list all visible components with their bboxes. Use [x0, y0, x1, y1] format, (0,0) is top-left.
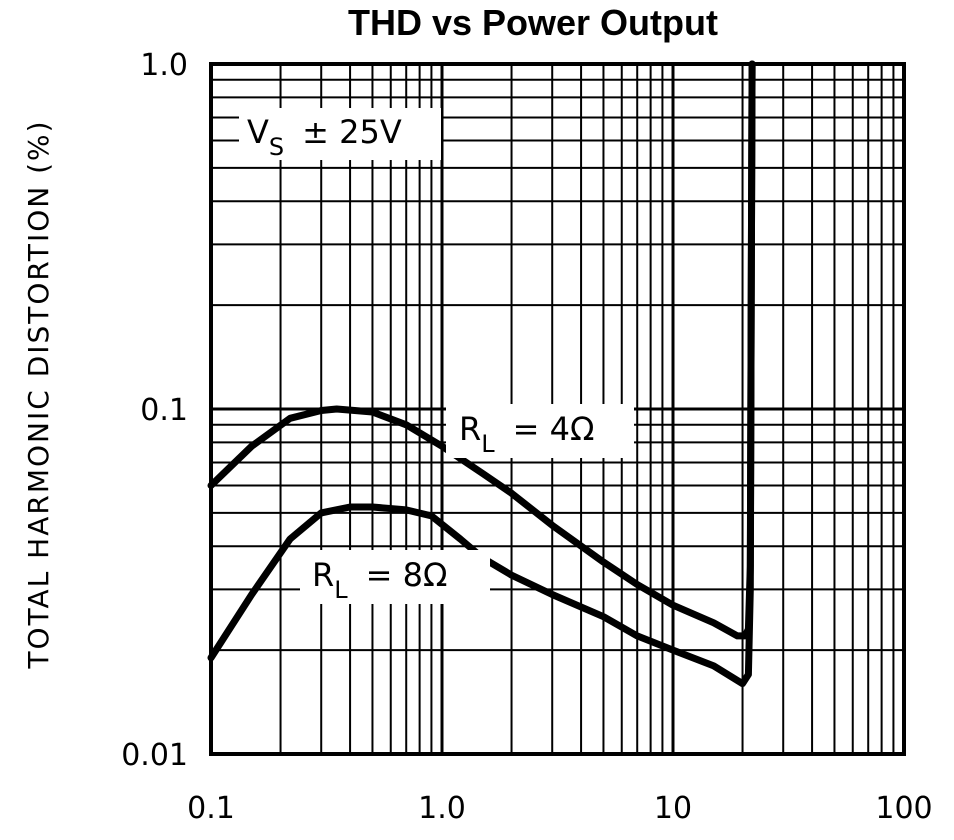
annotation-layer: VS ± 25V RL = 4Ω RL = 8Ω: [239, 108, 634, 604]
annotation-r4: RL = 4Ω: [459, 410, 594, 458]
annotation-background: [300, 550, 490, 604]
tick-layer: 0.1 1.0 10 100 0.01 0.1 1.0: [121, 48, 932, 826]
annotation-r8: RL = 8Ω: [312, 556, 447, 604]
y-tick-label: 0.1: [140, 393, 188, 428]
annotation-background: [239, 108, 441, 160]
series-layer: [207, 60, 756, 688]
x-tick-label: 1.0: [418, 791, 466, 826]
x-tick-label: 0.1: [187, 791, 235, 826]
chart-title: THD vs Power Output: [348, 2, 718, 43]
annotation-background: [446, 404, 634, 458]
x-tick-label: 100: [875, 791, 932, 826]
y-tick-label: 0.01: [121, 738, 188, 773]
annotation-supply: VS ± 25V: [247, 113, 402, 161]
x-tick-label: 10: [654, 791, 692, 826]
y-axis-label: TOTAL HARMONIC DISTORTION (%): [22, 119, 55, 669]
y-tick-label: 1.0: [140, 48, 188, 83]
series-line-rl-8ohm: [207, 60, 756, 688]
plot-frame: [209, 62, 906, 756]
